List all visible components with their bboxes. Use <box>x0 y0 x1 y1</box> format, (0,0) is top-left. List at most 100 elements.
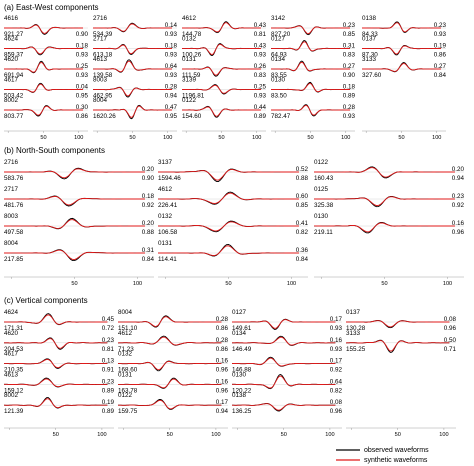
time-axis-tick-label: 50 <box>40 135 46 141</box>
time-axis-tick-label: 100 <box>133 281 142 287</box>
time-axis-tick-label: 50 <box>281 432 287 438</box>
variance-reduction-label: 0.28 <box>343 104 356 111</box>
max-amplitude-label: 327.60 <box>362 72 382 79</box>
variance-reduction-label: 0.08 <box>330 399 343 406</box>
max-amplitude-label: 149.61 <box>232 325 252 332</box>
waveform-trace: 4617 210.35 0.13 0.91 <box>4 351 114 374</box>
station-label: 4620 <box>4 56 19 63</box>
variance-reduction-label: 0.16 <box>330 337 343 344</box>
waveform-trace: 0127 64.93 0.31 0.83 <box>271 36 355 59</box>
station-label: 0137 <box>346 309 361 316</box>
variance-reduction-label: 0.18 <box>76 43 89 50</box>
synthetic-waveform <box>118 316 222 327</box>
correlation-label: 0.93 <box>434 31 447 38</box>
waveform-trace: 8004 1620.26 0.47 0.95 <box>93 97 177 120</box>
synthetic-waveform <box>313 196 455 206</box>
correlation-label: 0.82 <box>330 387 343 394</box>
observed-waveform <box>3 82 83 93</box>
station-label: 4617 <box>4 77 19 84</box>
synthetic-waveform <box>4 83 83 93</box>
time-axis-tick-label: 100 <box>97 432 106 438</box>
waveform-trace: 0122 159.75 0.17 0.94 <box>118 392 228 415</box>
time-axis: 50 100 <box>93 130 177 141</box>
station-label: 0134 <box>271 56 286 63</box>
station-label: 3142 <box>271 15 286 22</box>
station-label: 2717 <box>93 36 108 43</box>
waveform-trace: 2717 481.76 0.18 0.92 <box>4 186 154 209</box>
max-amplitude-label: 83.50 <box>271 93 287 100</box>
max-amplitude-label: 84.33 <box>362 31 378 38</box>
correlation-label: 0.93 <box>254 93 267 100</box>
max-amplitude-label: 1594.46 <box>158 175 181 182</box>
max-amplitude-label: 163.78 <box>118 387 138 394</box>
correlation-label: 0.71 <box>444 346 457 353</box>
station-label: 0130 <box>314 213 329 220</box>
correlation-label: 0.90 <box>142 175 155 182</box>
waveform-column: 0137 130.28 0.08 0.96 3133 155.25 0.50 0.71 50 10… <box>345 309 457 438</box>
correlation-label: 0.89 <box>102 408 115 415</box>
observed-waveform <box>4 249 145 262</box>
correlation-label: 0.93 <box>343 113 356 120</box>
station-label: 8004 <box>118 309 133 316</box>
waveform-trace: 8002 803.77 0.30 0.86 <box>3 97 88 120</box>
max-amplitude-label: 210.35 <box>4 367 24 374</box>
variance-reduction-label: 0.52 <box>296 166 309 173</box>
synthetic-waveform <box>158 245 299 256</box>
max-amplitude-label: 534.39 <box>93 31 113 38</box>
variance-reduction-label: 0.14 <box>165 22 178 29</box>
correlation-label: 0.84 <box>296 256 309 263</box>
max-amplitude-label: 168.60 <box>118 367 138 374</box>
max-amplitude-label: 583.76 <box>4 175 24 182</box>
station-label: 3139 <box>182 77 197 84</box>
synthetic-waveform <box>158 192 299 204</box>
time-axis: 50 100 <box>4 427 114 438</box>
waveform-trace: 4620 691.94 0.25 0.93 <box>3 56 88 79</box>
station-label: 4612 <box>158 186 173 193</box>
correlation-label: 0.93 <box>330 325 343 332</box>
observed-waveform <box>231 356 336 367</box>
waveform-trace: 0131 114.41 0.36 0.84 <box>157 240 309 263</box>
waveform-column: 3142 827.20 0.23 0.85 0127 64.93 0.31 0.83 0134 8… <box>271 15 355 141</box>
max-amplitude-label: 497.58 <box>4 229 24 236</box>
legend: observed waveforms synthetic waveforms <box>336 447 429 464</box>
station-label: 0137 <box>362 36 377 43</box>
station-label: 8003 <box>93 77 108 84</box>
waveform-trace: 0134 146.49 0.16 0.93 <box>232 330 342 353</box>
variance-reduction-label: 0.23 <box>102 378 115 385</box>
waveform-trace: 0127 149.61 0.17 0.93 <box>232 309 342 332</box>
variance-reduction-label: 0.27 <box>343 63 356 70</box>
station-label: 0122 <box>314 159 329 166</box>
waveform-trace: 0130 120.22 0.64 0.82 <box>232 371 342 394</box>
synthetic-waveform <box>182 22 261 33</box>
max-amplitude-label: 151.10 <box>118 325 138 332</box>
variance-reduction-label: 0.23 <box>452 193 465 200</box>
waveform-trace: 0132 168.60 0.16 0.96 <box>117 351 228 374</box>
variance-reduction-label: 0.41 <box>296 220 309 227</box>
station-label: 0122 <box>118 392 133 399</box>
legend-observed-label: observed waveforms <box>364 447 429 454</box>
variance-reduction-label: 0.17 <box>330 316 343 323</box>
max-amplitude-label: 154.60 <box>182 113 202 120</box>
variance-reduction-label: 0.23 <box>434 22 447 29</box>
max-amplitude-label: 859.37 <box>4 52 24 59</box>
max-amplitude-label: 159.75 <box>118 408 138 415</box>
max-amplitude-label: 144.78 <box>182 31 202 38</box>
correlation-label: 0.90 <box>343 72 356 79</box>
legend-synthetic-label: synthetic waveforms <box>364 457 428 464</box>
waveform-trace: 4616 921.27 0.90 <box>4 15 88 38</box>
max-amplitude-label: 217.85 <box>4 256 24 263</box>
waveform-trace: 4624 859.37 0.18 0.93 <box>4 36 88 59</box>
waveform-trace: 3137 1594.46 0.52 0.88 <box>158 159 308 182</box>
station-label: 0127 <box>271 36 286 43</box>
waveform-trace: 0122 154.60 0.44 0.89 <box>182 97 266 120</box>
variance-reduction-label: 0.36 <box>296 247 309 254</box>
waveform-trace: 0122 160.43 0.20 0.94 <box>313 159 464 182</box>
station-label: 4613 <box>93 56 108 63</box>
correlation-label: 0.96 <box>452 229 465 236</box>
correlation-label: 0.94 <box>165 93 178 100</box>
station-label: 0134 <box>232 330 247 337</box>
time-axis-tick-label: 50 <box>381 281 387 287</box>
correlation-label: 0.94 <box>216 408 229 415</box>
variance-reduction-label: 0.45 <box>102 316 115 323</box>
